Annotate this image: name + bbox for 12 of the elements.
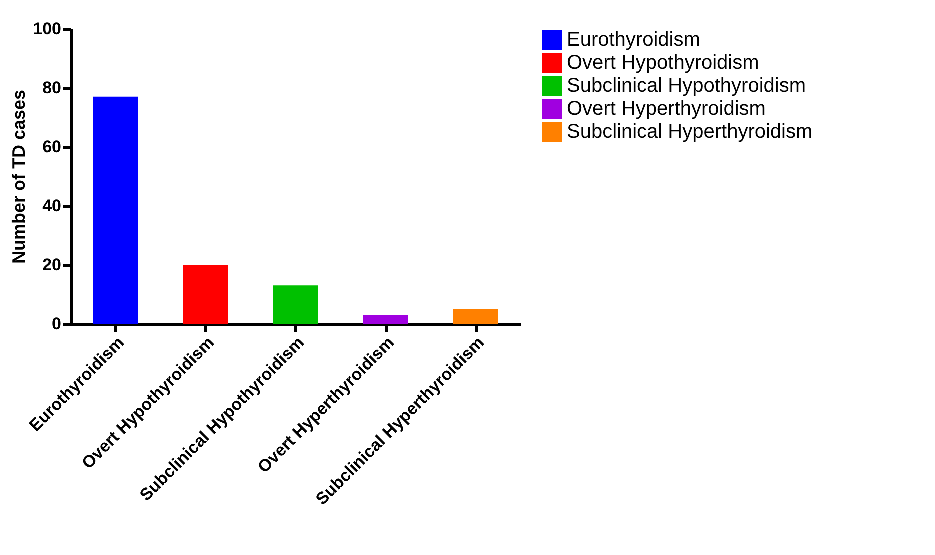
y-tick-label: 100 [33, 20, 62, 38]
legend-label: Overt Hyperthyroidism [567, 98, 766, 120]
legend-label: Subclinical Hyperthyroidism [567, 121, 813, 143]
legend-label: Overt Hypothyroidism [567, 52, 760, 74]
y-tick-label: 20 [42, 256, 62, 274]
legend-label: Eurothyroidism [567, 29, 700, 51]
y-tick-label: 60 [42, 138, 62, 156]
y-axis-title: Number of TD cases [9, 90, 30, 264]
y-tick-label: 0 [52, 314, 62, 334]
legend-label: Subclinical Hypothyroidism [567, 75, 806, 97]
y-tick-label: 80 [42, 78, 62, 98]
y-tick-label: 40 [42, 196, 62, 216]
